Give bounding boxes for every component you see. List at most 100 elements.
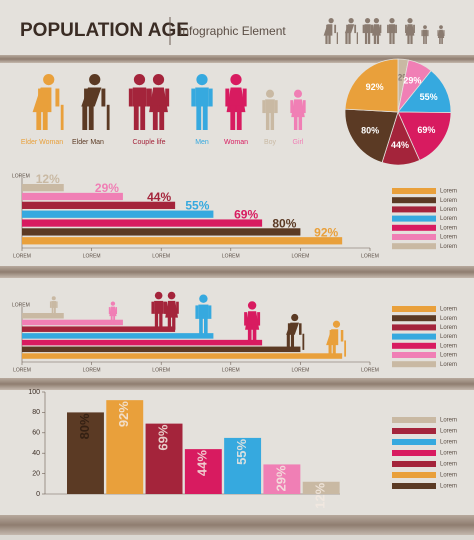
legend-swatch [392, 215, 436, 222]
icon-arm [84, 88, 88, 107]
value-label: 55% [185, 199, 209, 213]
icon-arm [257, 312, 261, 326]
legend-label: Lorem [440, 325, 457, 331]
icon-head [110, 301, 116, 306]
icon-leg [140, 105, 146, 130]
icon-body [364, 24, 371, 34]
legend-swatch [392, 243, 436, 250]
icon-head [364, 18, 371, 24]
legend-label: Lorem [440, 418, 457, 424]
legend-label: Lorem [440, 198, 457, 204]
icon-leg [110, 313, 113, 324]
icon-body [154, 300, 164, 314]
icon-label: Men [195, 139, 209, 146]
bar [22, 184, 64, 192]
legend-swatch [392, 224, 436, 231]
icon-leg [199, 318, 203, 337]
bar [22, 228, 301, 236]
icon-label: Boy [264, 139, 277, 146]
person-icon [362, 18, 373, 44]
icon-leg [286, 334, 290, 350]
icon-leg [88, 105, 94, 130]
icon-arm [262, 100, 266, 114]
value-label: 69% [234, 208, 258, 222]
icon-leg [270, 112, 275, 130]
icon-leg [389, 32, 392, 44]
legend-label: Lorem [440, 353, 457, 359]
icon-arm [290, 100, 294, 114]
legend-label: Lorem [440, 244, 457, 250]
icon-arm [164, 301, 168, 314]
icon-head [199, 294, 208, 303]
legend-swatch [392, 428, 436, 434]
legend-label: Lorem [440, 307, 457, 313]
value-label: 80% [272, 216, 296, 230]
bar [263, 464, 301, 494]
icon-head [154, 291, 163, 300]
icon-arm [340, 330, 344, 342]
icon-arm [56, 301, 58, 308]
icon-arm [151, 301, 155, 314]
value-label: 44% [195, 450, 210, 476]
bar [67, 412, 104, 494]
icon-leg [252, 324, 257, 344]
x-tick-label: LOREM [13, 253, 31, 259]
icon-body [265, 99, 275, 114]
icon-arm [128, 88, 133, 107]
icon-arm [326, 24, 328, 34]
icon-head [167, 291, 176, 300]
icon-leg [113, 313, 116, 324]
icon-body [195, 87, 209, 107]
person-icon [286, 313, 305, 350]
icon-leg [328, 340, 332, 357]
bar [22, 319, 123, 326]
icon-leg [407, 32, 410, 44]
legend-swatch [392, 439, 436, 445]
icon-arm [176, 301, 179, 314]
legend-swatch [392, 333, 436, 340]
pie-label: 69% [417, 125, 435, 135]
bar [22, 333, 214, 339]
icon-arm [208, 88, 213, 107]
icon-head [196, 74, 208, 86]
icon-leg [236, 105, 242, 130]
icon-body [132, 87, 147, 107]
person-icon [108, 301, 118, 324]
legend-label: Lorem [440, 362, 457, 368]
icon-body [51, 301, 57, 308]
divider [0, 266, 474, 278]
x-tick-label: LOREM [361, 253, 379, 259]
icon-label: Elder Man [72, 139, 104, 146]
legend-label: Lorem [440, 207, 457, 213]
person-icon [32, 74, 64, 130]
icon-leg [376, 32, 380, 44]
y-tick-label: 60 [32, 430, 40, 437]
icon-head [389, 18, 395, 24]
x-tick-label: LOREM [83, 253, 101, 259]
icon-leg [159, 313, 163, 330]
icon-label: Girl [293, 139, 304, 146]
icon-body [422, 29, 428, 37]
icon-head [423, 25, 427, 30]
icon-leg [373, 32, 377, 44]
value-label: 29% [273, 465, 288, 491]
bar [22, 210, 214, 218]
legend-swatch [392, 324, 436, 331]
icon-head [247, 301, 257, 310]
icon-arm [379, 24, 382, 34]
icon-arm [208, 305, 212, 319]
icon-leg [133, 105, 139, 130]
value-label: 69% [155, 424, 170, 450]
person-icon [437, 25, 445, 44]
legend-swatch [392, 472, 436, 478]
value-label: 80% [77, 413, 92, 439]
icon-leg [441, 35, 443, 44]
legend-label: Lorem [440, 343, 457, 349]
icon-arm [38, 88, 42, 107]
legend-label: Lorem [440, 216, 457, 222]
icon-head [407, 18, 413, 24]
person-icon [387, 18, 397, 44]
x-tick-label: LOREM [152, 367, 170, 373]
icon-arm [354, 24, 357, 34]
